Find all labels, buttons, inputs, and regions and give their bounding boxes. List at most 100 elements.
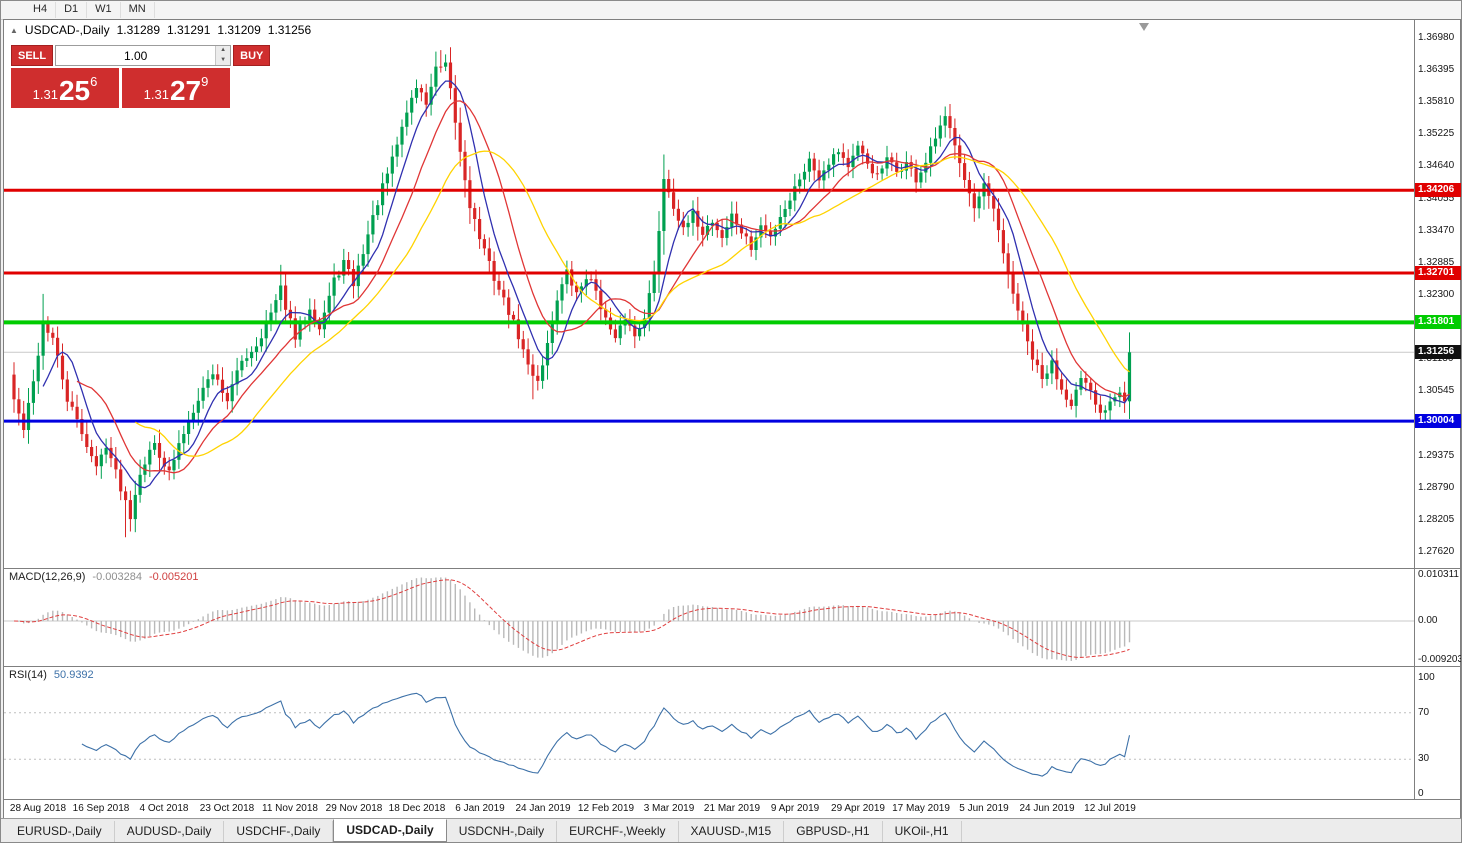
chart-tab-usdcnh-daily[interactable]: USDCNH-,Daily <box>447 821 558 842</box>
chart-tab-bar: EURUSD-,Daily AUDUSD-,Daily USDCHF-,Daily U… <box>1 818 1461 842</box>
low-value: 1.31209 <box>217 23 261 37</box>
price-axis-label: 1.30545 <box>1418 385 1455 396</box>
close-value: 1.31256 <box>267 23 312 37</box>
time-axis-label: 4 Oct 2018 <box>139 803 189 814</box>
panel-resize-separator[interactable] <box>4 568 1460 569</box>
rsi-line <box>81 692 1131 777</box>
macd-axis-label: 0.010311 <box>1418 569 1459 580</box>
rsi-chart <box>4 692 1414 777</box>
rsi-axis: 100 70 30 0 <box>1414 667 1460 799</box>
rsi-name: RSI(14) <box>9 669 47 681</box>
rsi-value: 50.9392 <box>53 669 94 681</box>
time-axis-label: 5 Jun 2019 <box>959 803 1009 814</box>
open-value: 1.31289 <box>116 23 160 37</box>
panel-resize-separator[interactable] <box>4 666 1460 667</box>
moving-averages-layer <box>42 80 1131 489</box>
chart-tab-eurchf-weekly[interactable]: EURCHF-,Weekly <box>557 821 679 842</box>
panel-resize-separator[interactable] <box>4 799 1460 800</box>
time-axis-label: 9 Apr 2019 <box>770 803 820 814</box>
sell-button[interactable]: SELL <box>11 45 54 66</box>
price-axis-label: 1.36980 <box>1418 32 1455 43</box>
time-axis-label: 18 Dec 2018 <box>388 803 446 814</box>
high-value: 1.31291 <box>167 23 211 37</box>
hline-price-tag: 1.32701 <box>1415 266 1461 280</box>
chart-tab-usdcad-daily[interactable]: USDCAD-,Daily <box>333 819 447 842</box>
hline-price-tag: 1.30004 <box>1415 414 1461 428</box>
macd-axis-label: 0.00 <box>1418 615 1438 626</box>
sell-price-big: 25 <box>58 75 91 106</box>
volume-input[interactable] <box>56 46 216 65</box>
bid-price-tag: 1.31256 <box>1415 345 1461 359</box>
macd-axis-label: -0.009203 <box>1418 654 1462 665</box>
time-axis-label: 12 Feb 2019 <box>577 803 635 814</box>
time-axis-label: 12 Jul 2019 <box>1084 803 1136 814</box>
price-axis[interactable]: 1.36980 1.36395 1.35810 1.35225 1.34640 1.340… <box>1414 20 1461 568</box>
chart-tab-gbpusd-h1[interactable]: GBPUSD-,H1 <box>784 821 883 842</box>
chart-tab-eurusd-daily[interactable]: EURUSD-,Daily <box>5 821 115 842</box>
macd-histogram <box>18 577 1131 661</box>
rsi-axis-label: 30 <box>1418 753 1430 764</box>
buy-price-sup: 9 <box>201 74 209 89</box>
timeframe-button-h4[interactable]: H4 <box>25 2 57 18</box>
price-axis-label: 1.34055 <box>1418 193 1455 204</box>
price-axis-label: 1.34640 <box>1418 160 1455 171</box>
price-axis-label: 1.33470 <box>1418 225 1455 236</box>
time-axis-label: 17 May 2019 <box>892 803 950 814</box>
chart-shift-marker[interactable] <box>1139 23 1149 31</box>
price-axis-label: 1.28205 <box>1418 514 1455 525</box>
chart-tab-xauusd-m15[interactable]: XAUUSD-,M15 <box>679 821 785 842</box>
macd-panel[interactable]: MACD(12,26,9) -0.003284 -0.005201 0.010311… <box>4 569 1462 666</box>
chart-tab-ukoil-h1[interactable]: UKOil-,H1 <box>883 821 962 842</box>
macd-main-value: -0.003284 <box>92 571 142 583</box>
volume-decrease-button[interactable]: ▼ <box>216 55 231 65</box>
timeframe-toolbar: H4 D1 W1 MN <box>1 1 1461 20</box>
time-axis-label: 6 Jan 2019 <box>455 803 505 814</box>
time-axis-label: 24 Jun 2019 <box>1019 803 1075 814</box>
volume-input-box: ▲ ▼ <box>55 45 232 66</box>
timeframe-button-w1[interactable]: W1 <box>87 2 121 18</box>
macd-name: MACD(12,26,9) <box>9 571 86 583</box>
chart-tab-audusd-daily[interactable]: AUDUSD-,Daily <box>115 821 225 842</box>
macd-signal-line <box>13 579 1130 658</box>
macd-signal-value: -0.005201 <box>148 571 199 583</box>
buy-price-prefix: 1.31 <box>143 87 169 102</box>
chart-symbol-label: USDCAD-,Daily <box>24 23 110 37</box>
timeframe-button-d1[interactable]: D1 <box>56 2 88 18</box>
volume-increase-button[interactable]: ▲ <box>216 46 231 56</box>
time-axis[interactable]: 28 Aug 2018 16 Sep 2018 4 Oct 2018 23 Oct 2… <box>4 800 1460 818</box>
time-axis-label: 3 Mar 2019 <box>643 803 695 814</box>
chart-tab-usdchf-daily[interactable]: USDCHF-,Daily <box>224 821 334 842</box>
buy-price-display[interactable]: 1.31 27 9 <box>122 68 230 108</box>
price-axis-label: 1.32300 <box>1418 289 1455 300</box>
price-axis-label: 1.32885 <box>1418 257 1455 268</box>
horizontal-level-lines[interactable] <box>4 188 1414 423</box>
price-axis-label: 1.35810 <box>1418 96 1455 107</box>
macd-chart <box>4 577 1414 661</box>
candles-layer <box>12 47 1132 538</box>
timeframe-button-mn[interactable]: MN <box>121 2 155 18</box>
price-axis-label: 1.29375 <box>1418 450 1455 461</box>
hline-price-tag: 1.34206 <box>1415 183 1461 197</box>
hline-price-tag: 1.31801 <box>1415 315 1461 329</box>
main-price-chart-panel[interactable]: ▲ USDCAD-,Daily 1.31289 1.31291 1.31209 … <box>4 20 1461 568</box>
price-axis-label: 1.36395 <box>1418 64 1455 75</box>
rsi-axis-label: 70 <box>1418 707 1430 718</box>
rsi-axis-label: 0 <box>1418 788 1424 799</box>
time-axis-label: 29 Apr 2019 <box>831 803 885 814</box>
time-axis-label: 29 Nov 2018 <box>325 803 383 814</box>
price-axis-label: 1.27620 <box>1418 546 1455 557</box>
sell-price-sup: 6 <box>90 74 98 89</box>
one-click-panel-toggle-icon[interactable]: ▲ <box>10 25 18 35</box>
sell-price-display[interactable]: 1.31 25 6 <box>11 68 119 108</box>
buy-button[interactable]: BUY <box>233 45 271 66</box>
time-axis-label: 16 Sep 2018 <box>72 803 130 814</box>
time-axis-label: 23 Oct 2018 <box>199 803 255 814</box>
sell-price-prefix: 1.31 <box>32 87 58 102</box>
price-axis-label: 1.28790 <box>1418 482 1455 493</box>
candlestick-chart[interactable] <box>4 20 1460 568</box>
time-axis-label: 28 Aug 2018 <box>9 803 67 814</box>
price-axis-label: 1.35225 <box>1418 128 1455 139</box>
rsi-indicator-label: RSI(14) 50.9392 <box>9 669 94 681</box>
rsi-panel[interactable]: RSI(14) 50.9392 100 70 30 0 <box>4 667 1460 799</box>
